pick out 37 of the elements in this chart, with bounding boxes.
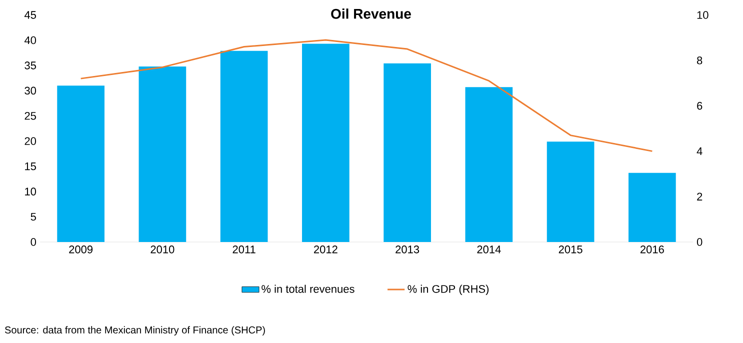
bar — [138, 66, 186, 242]
x-tick-label: 2011 — [232, 246, 256, 254]
bar — [628, 172, 676, 242]
bar — [546, 142, 594, 242]
y-tick-label: 45 — [24, 11, 36, 19]
x-tick-label: 2015 — [558, 246, 582, 254]
y-tick-label: 30 — [24, 86, 36, 95]
x-tick-label: 2013 — [396, 246, 420, 254]
y2-tick-label: 0 — [696, 238, 702, 246]
y2-tick-label: 10 — [697, 11, 708, 19]
bar — [57, 86, 104, 242]
y-tick-label: 0 — [30, 238, 36, 246]
y-tick-label: 40 — [24, 36, 36, 44]
y-tick-label: 15 — [25, 162, 36, 170]
x-tick-label: 2012 — [314, 246, 338, 254]
bar — [384, 63, 431, 242]
bar — [465, 87, 513, 242]
y-tick-label: 10 — [25, 188, 36, 196]
y-tick-label: 35 — [24, 62, 36, 70]
y2-tick-label: 8 — [697, 56, 702, 64]
x-tick-label: 2014 — [477, 246, 501, 254]
bar — [220, 50, 268, 242]
y-tick-label: 5 — [30, 212, 36, 221]
source-note: Source: data from the Mexican Ministry of Finance (SHCP) — [4, 326, 265, 336]
x-tick-label: 2010 — [150, 246, 174, 254]
y-tick-label: 25 — [24, 112, 36, 120]
y-tick-label: 20 — [24, 137, 36, 146]
line-series — [80, 39, 653, 152]
x-tick-label: 2016 — [640, 246, 664, 254]
legend-label: % in total revenues — [262, 284, 354, 293]
y2-tick-label: 2 — [697, 192, 702, 200]
x-tick-label: 2009 — [69, 246, 93, 254]
bar — [302, 44, 350, 242]
y2-tick-label: 4 — [696, 147, 702, 155]
chart-title: Oil Revenue — [331, 8, 411, 19]
legend-label: % in GDP (RHS) — [408, 284, 489, 296]
y2-tick-label: 6 — [697, 102, 702, 110]
